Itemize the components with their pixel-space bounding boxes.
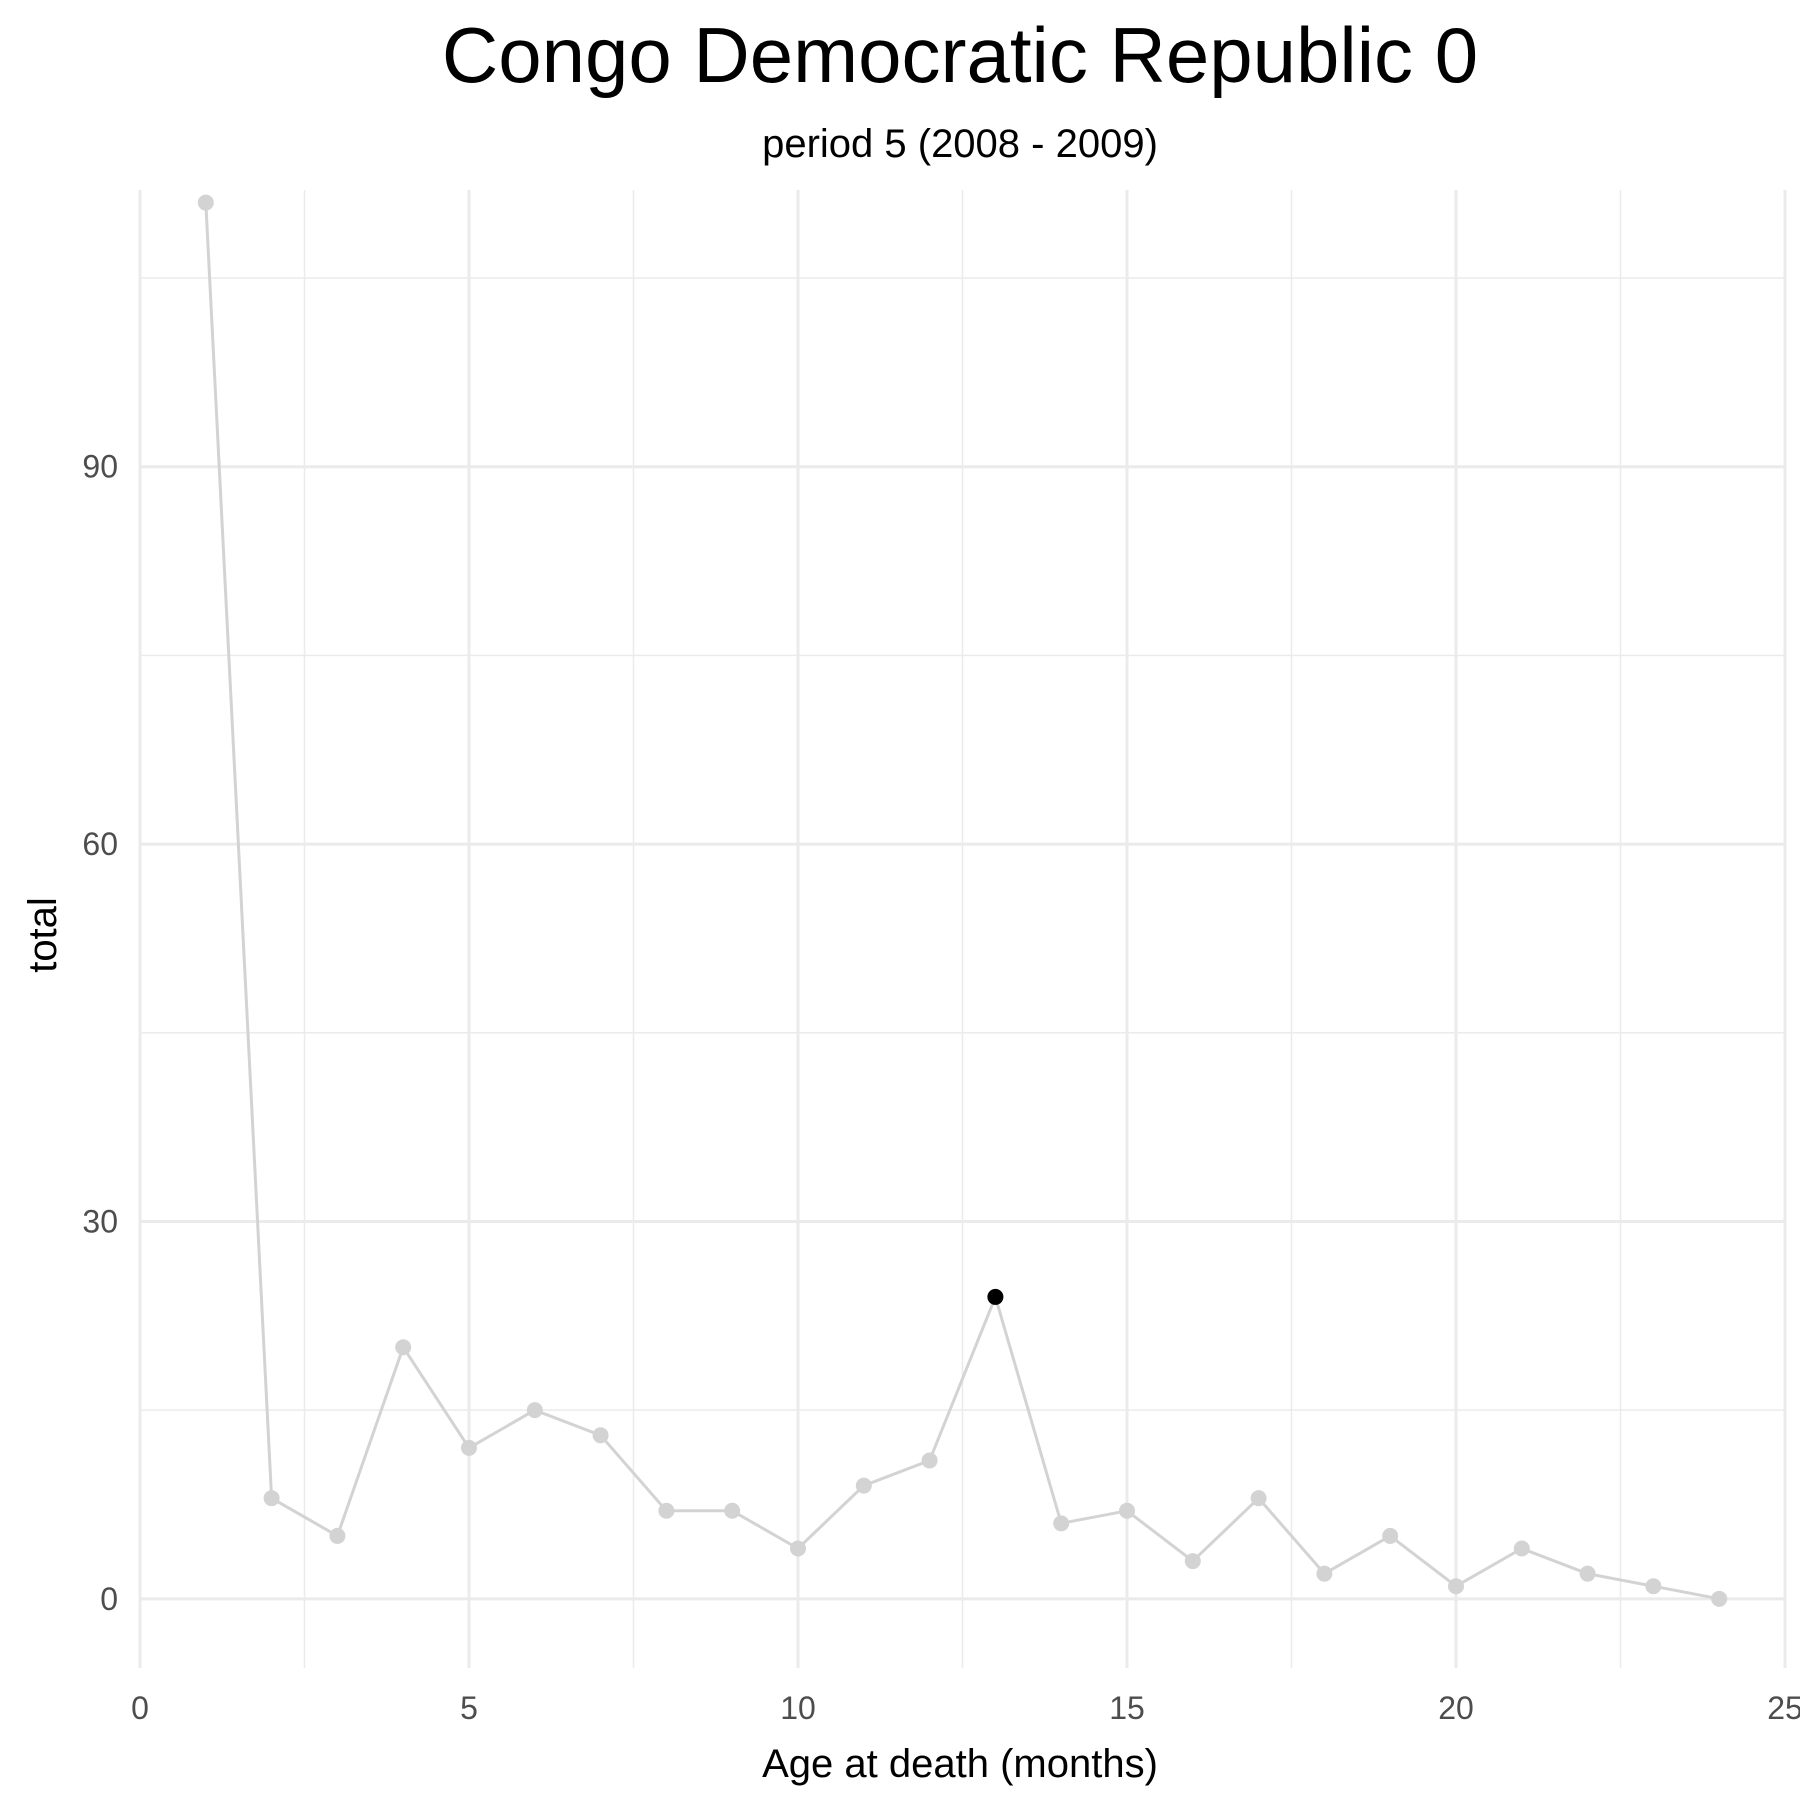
data-point (724, 1502, 741, 1519)
series-layer (197, 194, 1728, 1607)
data-point (1513, 1540, 1530, 1557)
data-point (658, 1502, 675, 1519)
y-tick-label: 60 (82, 826, 118, 862)
data-point (1053, 1515, 1070, 1532)
data-point (1316, 1565, 1333, 1582)
data-point (1382, 1527, 1399, 1544)
data-point (1448, 1578, 1464, 1595)
data-point (855, 1477, 872, 1494)
tick-labels: 0 5 10 15 20 25 0 30 60 90 (82, 449, 1800, 1726)
y-axis-title: total (21, 897, 65, 973)
data-point (395, 1339, 412, 1356)
chart-title: Congo Democratic Republic 0 (442, 11, 1478, 99)
y-tick-label: 30 (82, 1203, 118, 1239)
x-tick-label: 25 (1767, 1690, 1800, 1726)
grid (138, 190, 1787, 1668)
data-point (526, 1402, 543, 1419)
data-point (329, 1527, 346, 1544)
data-point (1645, 1578, 1662, 1595)
data-point (1579, 1565, 1596, 1582)
data-point (592, 1427, 609, 1444)
x-tick-label: 10 (780, 1690, 816, 1726)
chart-subtitle: period 5 (2008 - 2009) (762, 122, 1158, 166)
y-tick-label: 0 (100, 1581, 118, 1617)
highlighted-point (987, 1288, 1004, 1305)
x-tick-label: 20 (1438, 1690, 1474, 1726)
x-tick-label: 5 (460, 1690, 478, 1726)
data-point (263, 1490, 280, 1507)
x-tick-label: 15 (1109, 1690, 1145, 1726)
data-point (921, 1452, 938, 1469)
series-line (204, 202, 1720, 1601)
data-point (1184, 1553, 1201, 1570)
data-point (197, 194, 214, 211)
data-point (1119, 1502, 1135, 1519)
data-point (790, 1540, 806, 1557)
x-axis-title: Age at death (months) (762, 1742, 1158, 1786)
x-tick-label: 0 (131, 1690, 149, 1726)
data-point (1250, 1490, 1267, 1507)
y-tick-label: 90 (82, 449, 118, 485)
data-point (1711, 1590, 1728, 1607)
data-point (461, 1439, 477, 1456)
